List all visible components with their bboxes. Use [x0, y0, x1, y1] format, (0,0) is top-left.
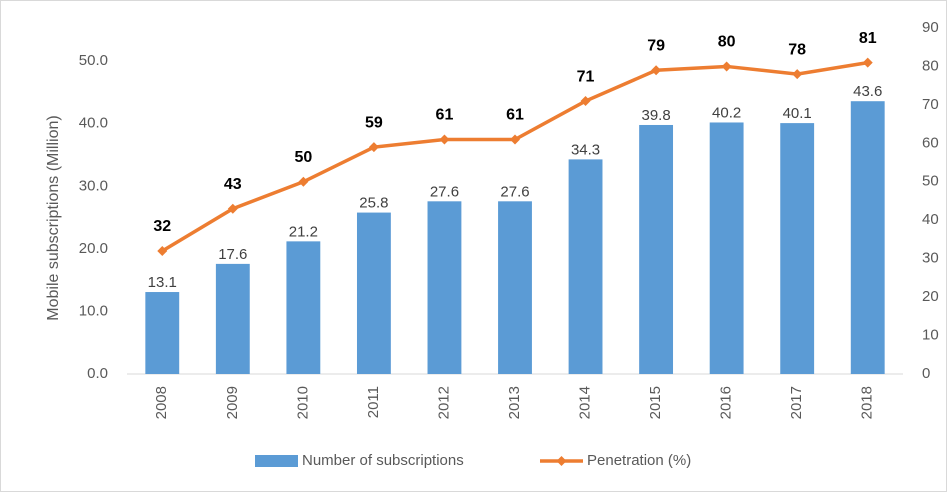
- line-marker: [510, 134, 520, 145]
- line-marker: [157, 245, 168, 256]
- x-tick-label: 2013: [506, 386, 523, 419]
- bar: [780, 123, 815, 374]
- bar-value-label: 34.3: [571, 141, 600, 158]
- line-value-label: 43: [224, 176, 242, 193]
- line-value-label: 80: [718, 34, 736, 51]
- x-tick-label: 2010: [294, 386, 311, 419]
- line-value-label: 71: [577, 68, 595, 85]
- bar: [639, 124, 674, 375]
- bar-value-label: 13.1: [148, 274, 177, 291]
- bar-value-label: 27.6: [430, 183, 459, 200]
- bar: [709, 122, 744, 375]
- y2-tick-label: 80: [922, 57, 939, 74]
- y-tick-label: 30.0: [79, 177, 108, 194]
- y2-tick-label: 60: [922, 134, 939, 151]
- line-marker: [368, 142, 379, 153]
- line-value-label: 61: [506, 107, 524, 124]
- line-marker: [227, 203, 238, 214]
- y2-tick-label: 40: [922, 211, 939, 228]
- bar-value-label: 25.8: [359, 195, 388, 212]
- legend-swatch: [255, 455, 298, 467]
- line-marker: [721, 61, 732, 72]
- y-tick-label: 20.0: [79, 240, 108, 257]
- x-tick-label: 2017: [788, 386, 805, 419]
- bar: [850, 101, 885, 374]
- y2-tick-label: 20: [922, 288, 939, 305]
- legend-marker: [556, 456, 567, 466]
- y2-tick-label: 30: [922, 250, 939, 267]
- x-tick-label: 2012: [435, 386, 452, 419]
- bar-value-label: 27.6: [500, 183, 529, 200]
- x-tick-label: 2009: [224, 386, 241, 419]
- bar: [145, 292, 180, 374]
- legend-label: Penetration (%): [587, 452, 691, 469]
- y2-tick-label: 70: [922, 96, 939, 113]
- y-axis-label: Mobile subscriptions (Million): [45, 115, 62, 320]
- bar-value-label: 39.8: [641, 107, 670, 124]
- bar-value-label: 40.2: [712, 104, 741, 121]
- bar: [568, 159, 603, 374]
- bar: [498, 201, 532, 374]
- x-tick-label: 2015: [647, 386, 664, 419]
- y2-tick-label: 0: [922, 365, 930, 382]
- bar-value-label: 17.6: [218, 246, 247, 263]
- line-value-label: 61: [436, 107, 454, 124]
- y-tick-label: 50.0: [79, 52, 108, 69]
- y2-tick-label: 10: [922, 327, 939, 344]
- x-tick-label: 2018: [859, 386, 876, 419]
- y-tick-label: 40.0: [79, 115, 108, 132]
- y-tick-label: 0.0: [87, 365, 108, 382]
- x-tick-label: 2011: [365, 386, 382, 418]
- line-value-label: 59: [365, 114, 383, 131]
- bar: [356, 212, 391, 374]
- y2-tick-label: 50: [922, 173, 939, 190]
- x-tick-label: 2008: [153, 386, 170, 419]
- line-value-label: 78: [788, 41, 806, 58]
- line-marker: [792, 69, 803, 80]
- bar-value-label: 21.2: [289, 223, 318, 240]
- bar: [427, 201, 462, 374]
- line-value-label: 81: [859, 30, 877, 47]
- line-value-label: 79: [647, 38, 665, 55]
- line-value-label: 50: [294, 149, 312, 166]
- legend-label: Number of subscriptions: [302, 452, 464, 469]
- bar: [286, 241, 321, 374]
- y2-tick-label: 90: [922, 19, 939, 36]
- bar-value-label: 43.6: [853, 83, 882, 100]
- bar-value-label: 40.1: [783, 105, 812, 122]
- line-value-label: 32: [153, 218, 171, 235]
- x-tick-label: 2016: [718, 386, 735, 419]
- x-tick-label: 2014: [577, 386, 594, 419]
- line-marker: [862, 57, 873, 68]
- y-tick-label: 10.0: [79, 302, 108, 319]
- line-marker: [580, 96, 591, 107]
- line-marker: [651, 65, 662, 76]
- line-marker: [439, 134, 450, 145]
- line-marker: [298, 176, 309, 187]
- bar: [215, 263, 250, 374]
